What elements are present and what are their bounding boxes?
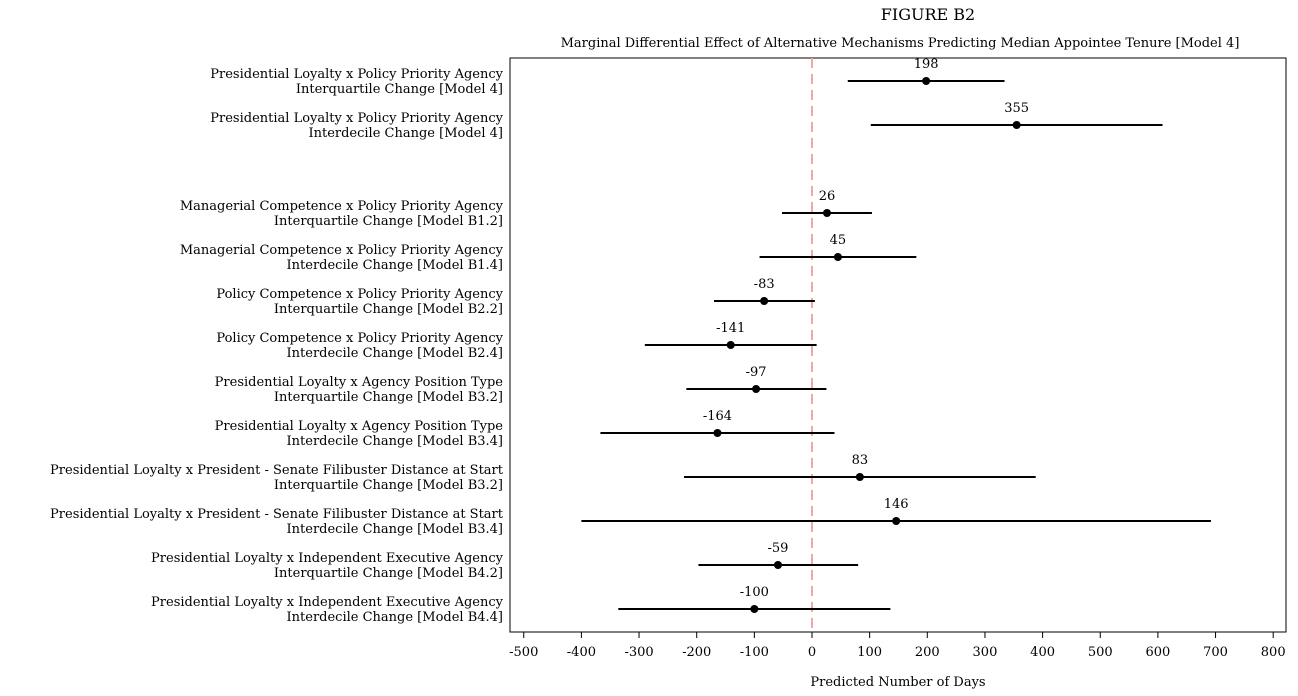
row-label-line2: Interquartile Change [Model B1.2] (274, 214, 503, 229)
point-estimate (855, 473, 864, 481)
estimate-row: Policy Competence x Policy Priority Agen… (216, 321, 817, 361)
figure-label: FIGURE B2 (881, 5, 975, 24)
estimate-value-label: 26 (819, 189, 836, 204)
row-label-line2: Interdecile Change [Model B1.4] (287, 258, 503, 273)
x-tick-label: 700 (1203, 645, 1228, 660)
point-estimate (760, 297, 769, 305)
estimate-value-label: 146 (884, 497, 909, 512)
row-label-line1: Presidential Loyalty x Independent Execu… (151, 551, 504, 566)
x-tick-label: 0 (808, 645, 816, 660)
estimate-row: Presidential Loyalty x Policy Priority A… (210, 57, 1005, 97)
row-label-line1: Presidential Loyalty x Agency Position T… (215, 419, 504, 434)
point-estimate (1012, 121, 1021, 129)
plot-frame (509, 57, 1287, 633)
estimate-value-label: 355 (1004, 101, 1029, 116)
estimate-row: Presidential Loyalty x Independent Execu… (151, 541, 859, 581)
estimate-value-label: 45 (830, 233, 847, 248)
estimate-value-label: -59 (768, 541, 789, 556)
x-tick-label: -500 (509, 645, 538, 660)
chart-subtitle: Marginal Differential Effect of Alternat… (561, 36, 1240, 51)
row-label-line2: Interdecile Change [Model B4.4] (287, 610, 503, 625)
x-tick-label: 800 (1261, 645, 1286, 660)
estimate-row: Presidential Loyalty x Independent Execu… (151, 585, 891, 625)
point-estimate (892, 517, 901, 525)
x-tick-label: -200 (682, 645, 711, 660)
point-estimate (833, 253, 842, 261)
estimate-row: Managerial Competence x Policy Priority … (180, 233, 917, 273)
x-tick-label: -400 (567, 645, 596, 660)
estimate-value-label: 198 (914, 57, 939, 72)
row-label-line2: Interquartile Change [Model B4.2] (274, 566, 503, 581)
row-label-line2: Interquartile Change [Model B2.2] (274, 302, 503, 317)
row-label-line1: Presidential Loyalty x President - Senat… (50, 463, 504, 478)
x-tick-label: 400 (1030, 645, 1055, 660)
point-estimate (773, 561, 782, 569)
row-label-line1: Policy Competence x Policy Priority Agen… (216, 287, 503, 302)
row-label-line2: Interdecile Change [Model B2.4] (287, 346, 503, 361)
x-axis-label: Predicted Number of Days (810, 675, 985, 690)
x-tick-label: 600 (1145, 645, 1170, 660)
point-estimate (922, 77, 931, 85)
row-label-line1: Presidential Loyalty x President - Senat… (50, 507, 504, 522)
estimate-row: Policy Competence x Policy Priority Agen… (216, 277, 815, 317)
estimate-row: Presidential Loyalty x Agency Position T… (215, 365, 827, 405)
row-label-line1: Presidential Loyalty x Policy Priority A… (210, 111, 503, 126)
estimate-value-label: -97 (746, 365, 767, 380)
row-label-line2: Interdecile Change [Model B3.4] (287, 434, 503, 449)
point-estimate (713, 429, 722, 437)
row-label-line1: Presidential Loyalty x Policy Priority A… (210, 67, 503, 82)
x-axis: -500 -400 -300 -200 -100 0 100 200 300 400 500 600 7… (509, 632, 1286, 660)
row-label-line2: Interquartile Change [Model B3.2] (274, 390, 503, 405)
estimate-value-label: 83 (852, 453, 869, 468)
row-label-line1: Managerial Competence x Policy Priority … (180, 199, 504, 214)
estimate-row: Presidential Loyalty x President - Senat… (50, 497, 1211, 537)
estimate-value-label: -141 (716, 321, 745, 336)
point-estimate (752, 385, 761, 393)
row-label-line1: Presidential Loyalty x Agency Position T… (215, 375, 504, 390)
point-estimate (750, 605, 759, 613)
point-estimate (822, 209, 831, 217)
estimate-value-label: -164 (703, 409, 732, 424)
point-estimate (726, 341, 735, 349)
row-label-line2: Interdecile Change [Model B3.4] (287, 522, 503, 537)
estimate-row: Presidential Loyalty x Policy Priority A… (210, 101, 1163, 141)
row-label-line2: Interquartile Change [Model B3.2] (274, 478, 503, 493)
estimate-row: Presidential Loyalty x Agency Position T… (215, 409, 835, 449)
x-tick-label: 100 (857, 645, 882, 660)
estimate-row: Presidential Loyalty x President - Senat… (50, 453, 1036, 493)
estimate-rows: Presidential Loyalty x Policy Priority A… (50, 57, 1211, 625)
row-label-line1: Policy Competence x Policy Priority Agen… (216, 331, 503, 346)
x-tick-label: 500 (1088, 645, 1113, 660)
x-tick-label: 300 (973, 645, 998, 660)
estimate-value-label: -83 (754, 277, 775, 292)
estimate-value-label: -100 (740, 585, 769, 600)
x-tick-label: -100 (740, 645, 769, 660)
x-tick-label: -300 (624, 645, 653, 660)
estimate-row: Managerial Competence x Policy Priority … (180, 189, 872, 229)
row-label-line2: Interdecile Change [Model 4] (308, 126, 503, 141)
row-label-line1: Managerial Competence x Policy Priority … (180, 243, 504, 258)
x-tick-label: 200 (915, 645, 940, 660)
row-label-line1: Presidential Loyalty x Independent Execu… (151, 595, 504, 610)
row-label-line2: Interquartile Change [Model 4] (296, 82, 503, 97)
